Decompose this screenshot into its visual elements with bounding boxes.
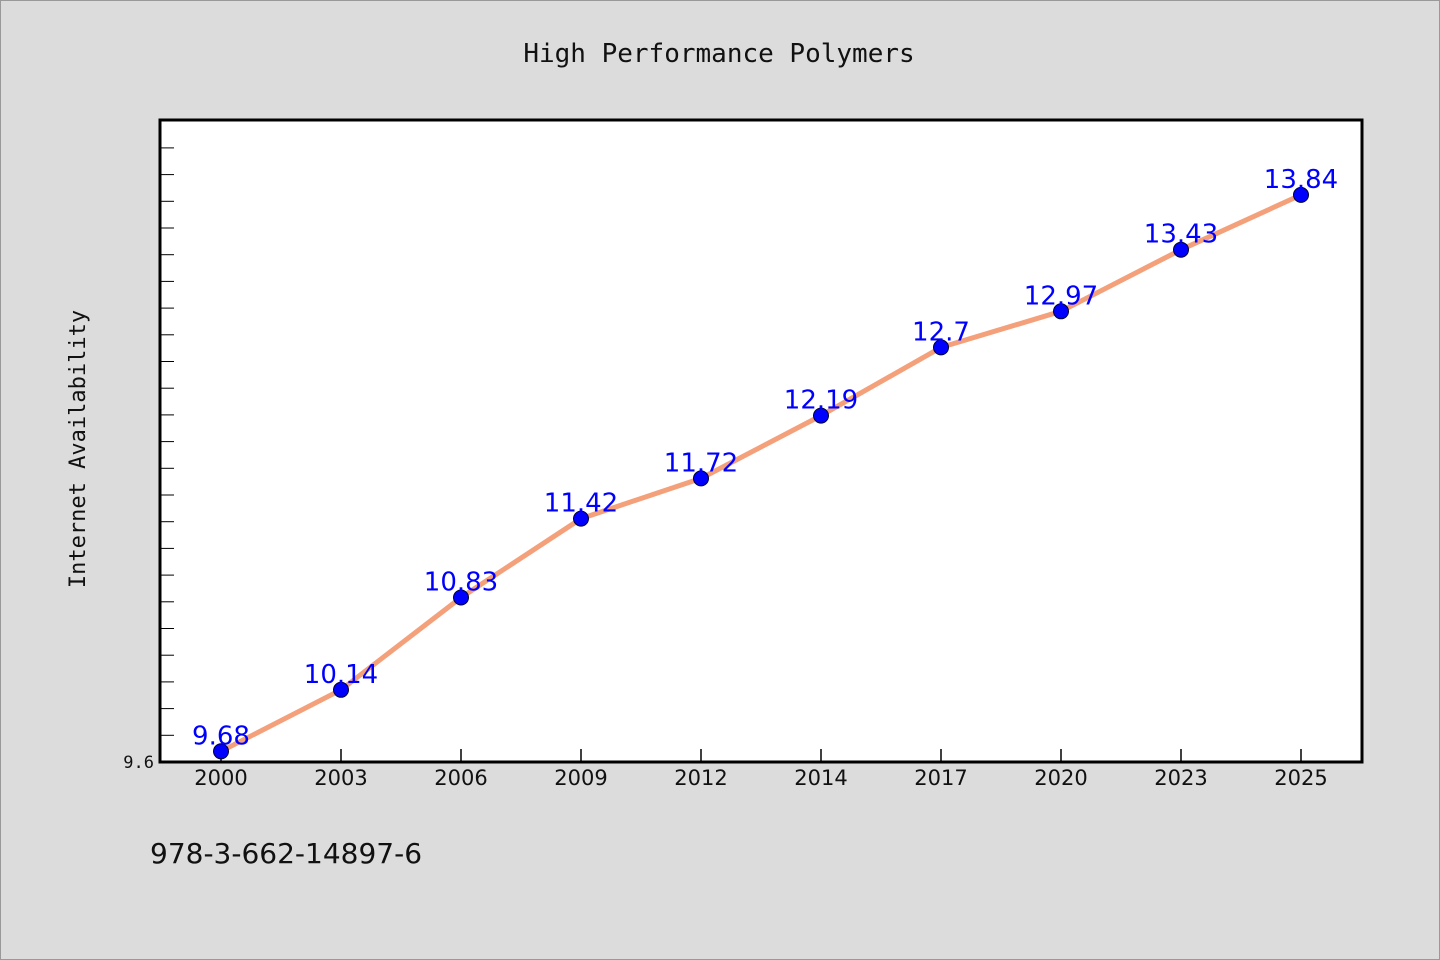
data-point bbox=[573, 510, 589, 527]
data-label: 9.68 bbox=[192, 721, 250, 751]
chart-title: High Performance Polymers bbox=[523, 39, 914, 69]
x-tick-label: 2006 bbox=[434, 766, 487, 790]
data-label: 10.83 bbox=[424, 568, 498, 598]
x-tick-labels: 2000 2003 2006 2009 2012 2014 2017 2020 2023 2025 bbox=[194, 766, 1327, 790]
data-point bbox=[813, 407, 829, 424]
plot-area bbox=[160, 120, 1362, 762]
data-label: 13.43 bbox=[1144, 220, 1218, 250]
data-label: 13.84 bbox=[1264, 165, 1338, 195]
data-label: 11.72 bbox=[664, 448, 738, 478]
x-tick-label: 2017 bbox=[914, 766, 967, 790]
data-point bbox=[213, 743, 229, 760]
isbn-label: 978-3-662-14897-6 bbox=[150, 837, 422, 870]
data-label: 11.42 bbox=[544, 489, 618, 519]
x-tick-label: 2009 bbox=[554, 766, 607, 790]
x-tick-label: 2000 bbox=[194, 766, 247, 790]
x-tick-label: 2012 bbox=[674, 766, 727, 790]
data-point bbox=[453, 589, 469, 606]
data-label: 12.7 bbox=[912, 317, 970, 347]
data-point bbox=[933, 339, 949, 356]
data-labels: 9.68 10.14 10.83 11.42 11.72 12.19 12.7 12.97 13… bbox=[192, 165, 1338, 751]
x-tick-label: 2020 bbox=[1034, 766, 1087, 790]
data-points bbox=[213, 186, 1309, 760]
data-point bbox=[1053, 303, 1069, 320]
series-line bbox=[218, 192, 1304, 754]
y-tick-labels: 9.6 bbox=[123, 753, 154, 773]
x-tick-label: 2023 bbox=[1154, 766, 1207, 790]
data-label: 10.14 bbox=[304, 660, 378, 690]
y-minor-ticks bbox=[160, 147, 174, 736]
data-point bbox=[1293, 186, 1309, 203]
x-tick-label: 2025 bbox=[1274, 766, 1327, 790]
data-label: 12.19 bbox=[784, 386, 858, 416]
data-point bbox=[333, 681, 349, 698]
data-point bbox=[693, 470, 709, 487]
plot-frame bbox=[158, 118, 1364, 764]
x-tick-label: 2014 bbox=[794, 766, 847, 790]
y-axis-label: Internet Availability bbox=[66, 310, 91, 588]
y-tick-label: 9.6 bbox=[123, 753, 154, 773]
x-tick-label: 2003 bbox=[314, 766, 367, 790]
data-point bbox=[1173, 241, 1189, 258]
data-label: 12.97 bbox=[1024, 281, 1098, 311]
